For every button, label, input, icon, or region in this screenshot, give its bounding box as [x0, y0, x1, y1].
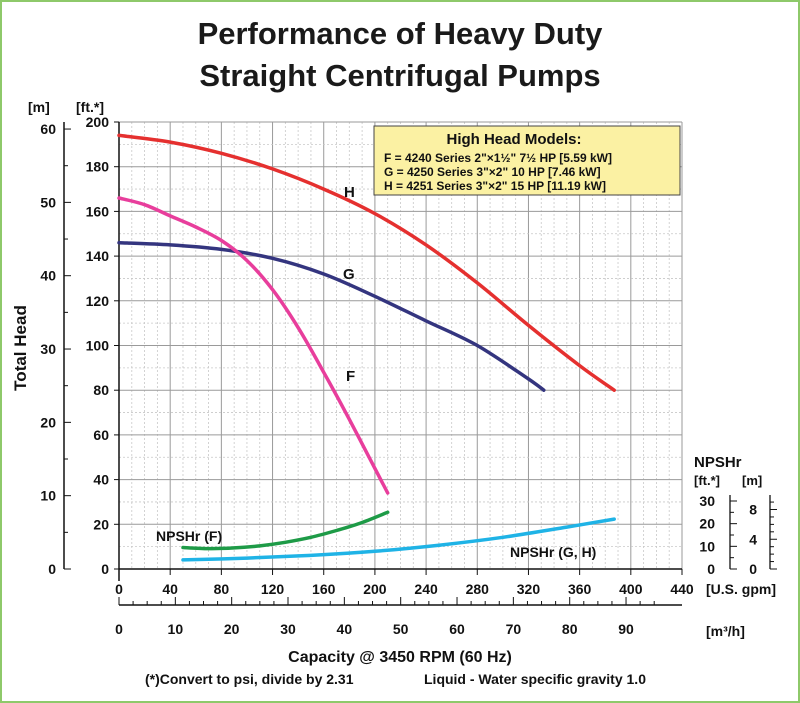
x-gpm-tick-label: 280 — [466, 581, 490, 597]
x-gpm-tick-label: 0 — [115, 581, 123, 597]
x-m3h-tick-label: 10 — [168, 621, 184, 637]
x-gpm-tick-label: 440 — [670, 581, 694, 597]
y-m-tick-label: 20 — [40, 414, 56, 430]
y-ft-tick-label: 180 — [86, 159, 110, 175]
y-m-tick-label: 50 — [40, 194, 56, 210]
y-ft-tick-label: 0 — [101, 561, 109, 577]
npshr-m-tick-label: 4 — [749, 531, 757, 547]
footnote-liquid: Liquid - Water specific gravity 1.0 — [424, 671, 646, 687]
npshr-axis-title: NPSHr — [694, 454, 742, 471]
npshr-m-tick-label: 8 — [749, 502, 757, 518]
y-ft-tick-label: 200 — [86, 114, 110, 130]
x-m3h-tick-label: 50 — [393, 621, 409, 637]
x-gpm-tick-label: 160 — [312, 581, 336, 597]
y-m-tick-label: 40 — [40, 268, 56, 284]
x-m3h-tick-label: 20 — [224, 621, 240, 637]
x-m3h-tick-label: 60 — [449, 621, 465, 637]
npshr-ft-tick-label: 0 — [707, 561, 715, 577]
series-line-h — [117, 133, 616, 392]
y-m-tick-label: 60 — [40, 121, 56, 137]
x-gpm-tick-label: 40 — [162, 581, 178, 597]
legend-line-f: F = 4240 Series 2"×1½" 7½ HP [5.59 kW] — [384, 151, 612, 165]
grid — [118, 121, 683, 570]
y-ft-tick-label: 160 — [86, 203, 110, 219]
series-line-npshr-g-h — [181, 517, 616, 562]
x-m3h-tick-label: 0 — [115, 621, 123, 637]
curve-label-f: F — [346, 368, 355, 385]
x-m3h-tick-label: 30 — [280, 621, 296, 637]
x-unit-m3h: [m³/h] — [706, 623, 745, 639]
x-m3h-tick-label: 80 — [562, 621, 578, 637]
chart-title-line2: Straight Centrifugal Pumps — [199, 58, 600, 93]
y-m-tick-label: 0 — [48, 561, 56, 577]
x-axis-label: Capacity @ 3450 RPM (60 Hz) — [288, 649, 512, 666]
chart-title-line1: Performance of Heavy Duty — [198, 16, 604, 51]
y-ft-tick-label: 120 — [86, 293, 110, 309]
y-m-tick-label: 10 — [40, 488, 56, 504]
y-ft-tick-label: 140 — [86, 248, 110, 264]
legend-box — [373, 125, 681, 196]
y-ft-tick-label: 80 — [93, 382, 109, 398]
series-lines — [117, 133, 616, 562]
y-axis-label: Total Head — [11, 305, 30, 391]
y-ft-tick-label: 40 — [93, 472, 109, 488]
x-gpm-tick-label: 320 — [517, 581, 541, 597]
x-gpm-tick-label: 120 — [261, 581, 285, 597]
y-m-tick-label: 30 — [40, 341, 56, 357]
series-line-f — [117, 196, 390, 495]
npshr-ft-tick-label: 10 — [699, 538, 715, 554]
legend-title: High Head Models: — [446, 131, 581, 148]
series-line-npshr-f — [181, 510, 390, 551]
npshr-ft-tick-label: 20 — [699, 516, 715, 532]
y-unit-ft: [ft.*] — [76, 99, 104, 115]
y-ft-tick-label: 100 — [86, 338, 110, 354]
x-unit-gpm: [U.S. gpm] — [706, 581, 776, 597]
curve-label-npshr-gh: NPSHr (G, H) — [510, 544, 596, 560]
y-ft-tick-label: 20 — [93, 516, 109, 532]
x-gpm-tick-label: 240 — [414, 581, 438, 597]
y-unit-m: [m] — [28, 99, 50, 115]
footnote-psi: (*)Convert to psi, divide by 2.31 — [145, 671, 354, 687]
x-gpm-tick-label: 400 — [619, 581, 643, 597]
y-ft-tick-label: 60 — [93, 427, 109, 443]
x-m3h-tick-label: 70 — [506, 621, 522, 637]
legend-line-h: H = 4251 Series 3"×2" 15 HP [11.19 kW] — [384, 179, 606, 193]
curve-label-npshr-f: NPSHr (F) — [156, 528, 222, 544]
npshr-unit-ft: [ft.*] — [694, 473, 720, 488]
curve-label-h: H — [344, 184, 355, 201]
npshr-ft-tick-label: 30 — [699, 493, 715, 509]
npshr-m-tick-label: 0 — [749, 561, 757, 577]
x-gpm-tick-label: 200 — [363, 581, 387, 597]
x-m3h-tick-label: 90 — [618, 621, 634, 637]
x-m3h-tick-label: 40 — [337, 621, 353, 637]
x-gpm-tick-label: 360 — [568, 581, 592, 597]
npshr-unit-m: [m] — [742, 473, 762, 488]
x-gpm-tick-label: 80 — [214, 581, 230, 597]
axes — [63, 121, 777, 606]
series-line-g — [117, 240, 546, 392]
curve-label-g: G — [343, 266, 355, 283]
legend-line-g: G = 4250 Series 3"×2" 10 HP [7.46 kW] — [384, 165, 601, 179]
